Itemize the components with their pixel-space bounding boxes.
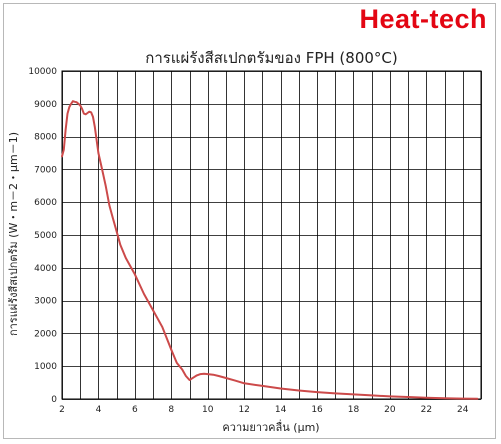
y-tick-label: 5000 <box>34 231 57 241</box>
x-tick-label: 4 <box>96 405 102 415</box>
x-tick-label: 24 <box>457 405 469 415</box>
series-line <box>61 100 479 400</box>
y-tick-label: 1000 <box>34 362 57 372</box>
x-tick-label: 2 <box>59 405 65 415</box>
y-tick-label: 0 <box>51 395 57 405</box>
y-tick-label: 10000 <box>28 67 57 77</box>
y-tick-label: 7000 <box>34 165 57 175</box>
chart-grid <box>61 70 482 400</box>
y-tick-label: 3000 <box>34 297 57 307</box>
x-tick-label: 8 <box>168 405 174 415</box>
y-tick-label: 4000 <box>34 264 57 274</box>
y-tick-labels: 0 1000 2000 3000 4000 5000 6000 7000 8000 9000 100… <box>28 67 57 405</box>
x-tick-label: 20 <box>384 405 396 415</box>
x-tick-label: 22 <box>421 405 432 415</box>
chart-series <box>61 100 479 400</box>
x-axis-label: ความยาวคลื่น (μm) <box>222 419 319 434</box>
x-tick-label: 6 <box>132 405 138 415</box>
x-tick-label: 12 <box>238 405 249 415</box>
x-tick-label: 10 <box>202 405 214 415</box>
x-tick-label: 16 <box>311 405 323 415</box>
y-axis-label: การแผ่รังสีสเปกตรัม (W・m－2・μm－1) <box>7 132 20 336</box>
y-tick-label: 2000 <box>34 329 57 339</box>
x-tick-label: 14 <box>275 405 287 415</box>
y-tick-label: 6000 <box>34 198 57 208</box>
y-tick-label: 9000 <box>34 100 57 110</box>
y-tick-label: 8000 <box>34 133 57 143</box>
plot-area <box>61 70 482 400</box>
x-tick-labels: 2 4 6 8 10 12 14 16 18 20 22 24 <box>59 405 469 415</box>
brand-logo: Heat-tech <box>359 4 487 34</box>
x-tick-label: 18 <box>348 405 360 415</box>
chart-title: การแผ่รังสีสเปกตรัมของ FPH (800°C) <box>145 49 398 67</box>
